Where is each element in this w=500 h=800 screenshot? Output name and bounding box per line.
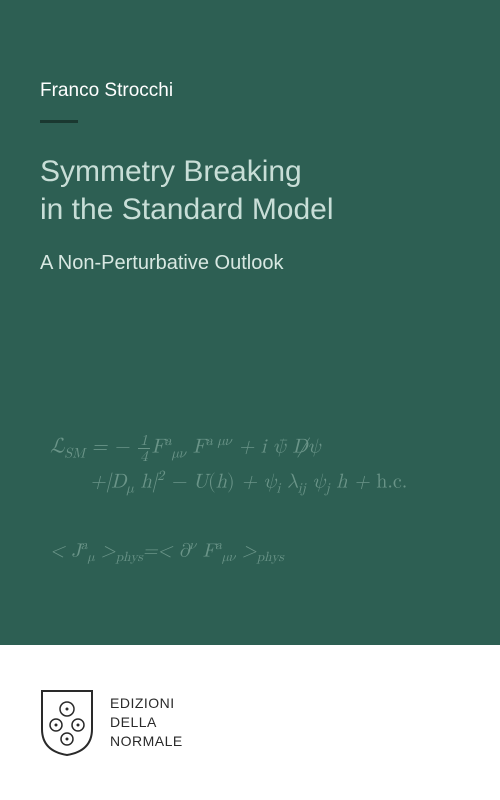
publisher-crest-icon <box>40 689 94 757</box>
equals-sign: = <box>92 437 114 457</box>
equations-block: ℒSM = − 14Faμν Fa μν + i ψ̄ D̸ψ +|Dμ h|2… <box>50 430 480 568</box>
author-name: Franco Strocchi <box>40 80 460 102</box>
sub-munu: μν <box>172 447 186 461</box>
sub-j: j <box>325 482 329 496</box>
main-panel: Franco Strocchi Symmetry Breaking in the… <box>0 0 500 645</box>
phys-sub-2: phys <box>257 550 284 564</box>
plus-1: + <box>90 472 106 492</box>
equation-lagrangian-line1: ℒSM = − 14Faμν Fa μν + i ψ̄ D̸ψ <box>50 430 480 465</box>
U-potential: U <box>193 472 208 492</box>
sup-nu: ν <box>190 538 197 552</box>
publisher-line-1: EDIZIONI <box>110 695 175 711</box>
sup-a-2: a <box>81 538 88 552</box>
plus-3: + <box>354 472 376 492</box>
paren-open-1: ( <box>208 472 216 492</box>
plus-2: + <box>241 472 263 492</box>
sup-a: a <box>165 434 172 448</box>
publisher-line-3: NORMALE <box>110 733 183 749</box>
phys-sub-1: phys <box>116 550 143 564</box>
sup-2: 2 <box>157 469 164 483</box>
psi-j: ψ <box>312 472 325 492</box>
equals-2: = <box>143 541 158 560</box>
F-tensor-3: F <box>203 541 215 560</box>
book-subtitle: A Non-Perturbative Outlook <box>40 252 460 275</box>
current-J: J <box>71 541 81 560</box>
D-slash: D̸ <box>286 437 308 457</box>
sup-a-3: a <box>215 538 222 552</box>
sm-subscript: SM <box>64 447 85 461</box>
higgs-h-3: h <box>336 472 347 492</box>
F-tensor-2: F <box>193 437 206 457</box>
sub-munu-2: μν <box>222 550 236 564</box>
F-tensor-1: F <box>152 437 165 457</box>
psi: ψ <box>308 437 321 457</box>
lambda: λ <box>287 472 298 492</box>
hermitian-conjugate: h.c. <box>376 472 407 492</box>
publisher-name: EDIZIONI DELLA NORMALE <box>110 694 183 751</box>
rangle-1: > <box>101 541 116 560</box>
crest-svg <box>40 689 94 757</box>
equation-lagrangian-line2: +|Dμ h|2 − U(h) + ψi λij ψj h + h.c. <box>90 465 480 500</box>
higgs-h-2: h <box>216 472 227 492</box>
lagrangian-symbol: ℒ <box>50 436 64 458</box>
title-line-2: in the Standard Model <box>40 193 334 226</box>
sub-i: i <box>276 482 280 496</box>
title-line-1: Symmetry Breaking <box>40 155 302 188</box>
minus-sign: − <box>114 437 130 457</box>
psi-bar: ψ̄ <box>273 437 286 457</box>
book-cover: Franco Strocchi Symmetry Breaking in the… <box>0 0 500 800</box>
book-title: Symmetry Breaking in the Standard Model <box>40 153 460 228</box>
sup-amunu: a μν <box>206 434 232 448</box>
publisher-panel: EDIZIONI DELLA NORMALE <box>0 645 500 800</box>
higgs-h-1: h <box>140 472 151 492</box>
sub-mu: μ <box>126 482 133 496</box>
sub-ij: ij <box>298 482 306 496</box>
equation-spacer <box>50 500 480 535</box>
sub-mu-2: μ <box>88 550 95 564</box>
publisher-line-2: DELLA <box>110 714 157 730</box>
minus-2: − <box>171 472 193 492</box>
author-divider <box>40 120 78 123</box>
rangle-2: > <box>242 541 257 560</box>
psi-i: ψ <box>264 472 277 492</box>
D-mu: D <box>111 472 126 492</box>
equation-current: < Jaμ >phys=< ∂ν Faμν >phys <box>50 535 480 568</box>
one-quarter-fraction: 14 <box>138 433 150 464</box>
langle-2: < <box>158 541 179 560</box>
plus-i: + i <box>239 437 273 457</box>
langle-1: < <box>50 541 71 560</box>
partial: ∂ <box>179 541 190 560</box>
paren-close-1: ) <box>227 472 235 492</box>
